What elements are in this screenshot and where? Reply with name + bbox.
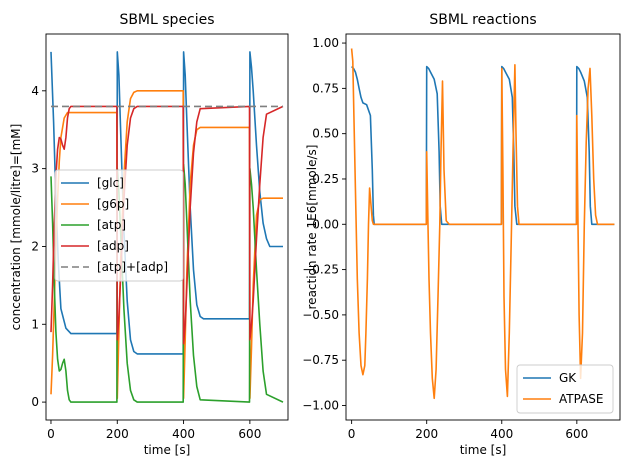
x-axis-label: time [s] [460,443,507,457]
legend-label-3: [adp] [97,239,129,253]
y-axis-label: reaction rate 1E6[mmole/s] [305,145,319,310]
y-axis-label: concentration [mmole/litre]=[mM] [9,124,23,331]
legend: GK ATPASE [516,364,614,414]
x-tick-label: 200 [415,427,438,441]
y-tick-label: 4 [31,84,39,98]
x-tick-label: 400 [490,427,513,441]
legend: [glc] [g6p] [atp] [adp] [atp]+[adp] [54,169,184,282]
x-tick-label: 400 [172,427,195,441]
reactions-chart: 0 200 400 600 −1.00 −0.75 −0.50 −0.25 0.00 0.25 0.… [302,12,621,457]
x-tick-label: 600 [238,427,261,441]
y-tick-label: 1 [31,317,39,331]
legend-label-0: [glc] [97,176,124,190]
series-line-0 [50,51,283,355]
y-tick-label: 0.75 [312,81,339,95]
y-tick-label: 3 [31,162,39,176]
y-tick-label: 0.25 [312,172,339,186]
x-axis-label: time [s] [144,443,191,457]
x-tick-label: 600 [565,427,588,441]
y-tick-label: 1.00 [312,36,339,50]
y-tick-label: −1.00 [302,399,339,413]
series-line-1 [50,90,283,400]
legend-label-2: [atp] [97,218,126,232]
y-tick-label: −0.50 [302,308,339,322]
series-line-0 [351,65,615,226]
y-tick-label: −0.25 [302,263,339,277]
y-tick-label: −0.75 [302,353,339,367]
y-tick-label: 0 [31,395,39,409]
plot-frame [45,33,289,421]
series-line-2 [50,163,284,403]
species-chart: 0 200 400 600 0 1 2 3 4 SBML species time [s] conce… [9,12,289,457]
x-tick-label: 0 [348,427,356,441]
chart-title: SBML species [119,12,214,28]
legend-box [516,364,614,414]
x-tick-label: 200 [106,427,129,441]
series-line-1 [350,48,615,400]
legend-label-4: [atp]+[adp] [97,260,168,274]
legend-label-1: [g6p] [97,197,129,211]
legend-box [54,169,184,282]
y-tick-label: 0.00 [312,217,339,231]
y-tick-label: 2 [31,239,39,253]
x-tick-label: 0 [47,427,55,441]
legend-label-1: ATPASE [559,392,603,406]
y-tick-label: 0.50 [312,127,339,141]
series-line-3 [50,105,284,345]
plot-frame [345,33,621,421]
legend-label-0: GK [559,371,577,385]
chart-title: SBML reactions [429,12,536,28]
